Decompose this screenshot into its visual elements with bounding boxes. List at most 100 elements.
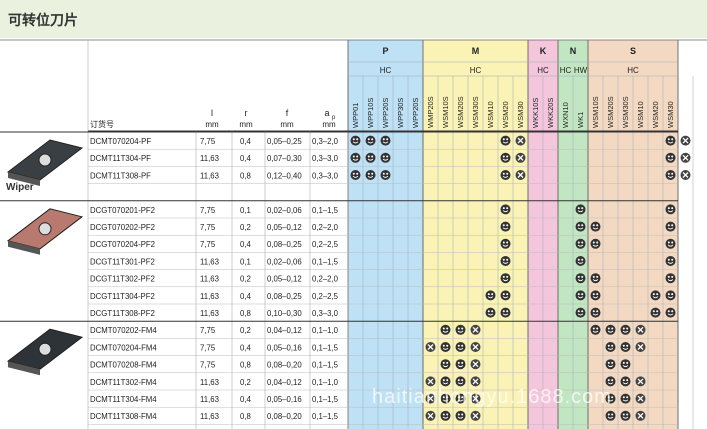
recommend-icon-eye [352, 172, 355, 175]
recommend-icon-eye [607, 327, 610, 330]
table-row-f: 0,05–0,25 [267, 137, 302, 146]
recommend-icon-mouth [607, 365, 614, 368]
recommend-icon [665, 221, 676, 232]
recommend-icon [500, 152, 511, 163]
recommend-icon-eye [581, 258, 584, 261]
grade-label: WKK10S [531, 98, 540, 128]
table-row-r: 0,1 [240, 257, 251, 266]
recommend-icon-mouth [502, 227, 509, 230]
recommend-icon-eye [592, 241, 595, 244]
recommend-icon-mouth [592, 313, 599, 316]
recommend-icon-mouth [607, 330, 614, 333]
table-row-f: 0,08–0,25 [267, 292, 302, 301]
recommend-icon-eye [506, 138, 509, 141]
alternative-icon-cross [637, 378, 644, 385]
recommend-icon [620, 359, 631, 370]
grade-label: WSM20 [651, 101, 660, 128]
recommend-icon-eye [442, 379, 445, 382]
recommend-icon [590, 238, 601, 249]
alternative-icon-cross [637, 326, 644, 333]
recommend-icon [365, 170, 376, 180]
recommend-icon [650, 290, 661, 301]
recommend-icon [485, 307, 496, 318]
recommend-icon-mouth [367, 175, 374, 178]
recommend-icon-eye [626, 413, 629, 416]
recommend-icon [350, 135, 361, 146]
recommend-icon-eye [461, 379, 464, 382]
recommend-icon-eye [386, 172, 389, 175]
recommend-icon-eye [506, 207, 509, 210]
recommend-icon-mouth [502, 279, 509, 282]
recommend-icon-eye [506, 155, 509, 158]
recommend-icon-eye [446, 361, 449, 364]
recommend-icon-eye [671, 207, 674, 210]
page-header: 可转位刀片 [0, 0, 707, 38]
alternative-icon-cross [682, 154, 689, 161]
recommend-icon-eye [652, 310, 655, 313]
recommend-icon [665, 135, 676, 146]
recommend-icon-eye [596, 224, 599, 227]
grade-label: WPP01 [351, 103, 360, 128]
table-row-r: 0,4 [240, 395, 252, 404]
recommend-icon [380, 152, 391, 163]
recommend-icon-eye [382, 138, 385, 141]
recommend-icon-mouth [442, 347, 449, 350]
recommend-icon-mouth [667, 175, 674, 178]
recommend-icon-eye [607, 344, 610, 347]
recommend-icon-mouth [592, 279, 599, 282]
col-r: r [245, 108, 248, 118]
table-row-r: 0,4 [240, 137, 252, 146]
recommend-icon-mouth [577, 313, 584, 316]
recommend-icon-mouth [442, 416, 449, 419]
recommend-icon [500, 290, 511, 301]
group-letter-n: N [570, 46, 577, 56]
col-f: f [286, 108, 289, 118]
recommend-icon-eye [626, 327, 629, 330]
recommend-icon-eye [622, 413, 625, 416]
recommend-icon-eye [622, 361, 625, 364]
group-sub-m: HC [470, 66, 482, 75]
recommend-icon-eye [446, 396, 449, 399]
recommend-icon-mouth [607, 347, 614, 350]
group-band-p [348, 40, 423, 429]
recommend-icon [365, 135, 376, 146]
recommend-icon-eye [461, 361, 464, 364]
recommend-icon-mouth [667, 261, 674, 264]
grade-label: WXN10 [561, 102, 570, 128]
table-row-l: 11,63 [200, 292, 219, 301]
recommend-icon [620, 393, 631, 404]
recommend-icon-eye [581, 275, 584, 278]
recommend-icon-eye [502, 258, 505, 261]
recommend-icon-eye [371, 138, 374, 141]
group-sub-n-hc: HC [560, 66, 572, 75]
recommend-icon-eye [446, 379, 449, 382]
recommend-icon-eye [356, 138, 359, 141]
grade-label: WSM20S [456, 96, 465, 128]
grade-label: WSM10S [441, 96, 450, 128]
grade-label: WSM10S [591, 96, 600, 128]
recommend-icon-eye [592, 275, 595, 278]
recommend-icon-mouth [502, 261, 509, 264]
insert-image-pf2-edge [8, 240, 40, 255]
grade-label: WSM30 [516, 101, 525, 128]
table-row-code: DCMT11T304-PF [90, 154, 151, 163]
recommend-icon-eye [607, 361, 610, 364]
table-row-f: 0,05–0,12 [267, 223, 302, 232]
recommend-icon [575, 307, 586, 318]
recommend-icon-eye [626, 379, 629, 382]
table-row-l: 7,75 [200, 343, 216, 352]
alternative-icon-cross [517, 154, 524, 161]
table-row-r: 0,4 [240, 240, 252, 249]
recommend-icon-mouth [502, 313, 509, 316]
recommend-icon [665, 204, 676, 215]
recommend-icon-mouth [622, 399, 629, 402]
table-row-r: 0,8 [240, 309, 251, 318]
table-row-f: 0,12–0,40 [267, 171, 302, 180]
group-letter-s: S [630, 46, 636, 56]
table-row-f: 0,05–0,12 [267, 275, 302, 284]
table-row-l: 11,63 [200, 257, 219, 266]
watermark: haitianhongyu.1688.com [372, 386, 612, 408]
recommend-icon-mouth [667, 313, 674, 316]
recommend-icon-eye [667, 138, 670, 141]
recommend-icon [620, 410, 631, 421]
